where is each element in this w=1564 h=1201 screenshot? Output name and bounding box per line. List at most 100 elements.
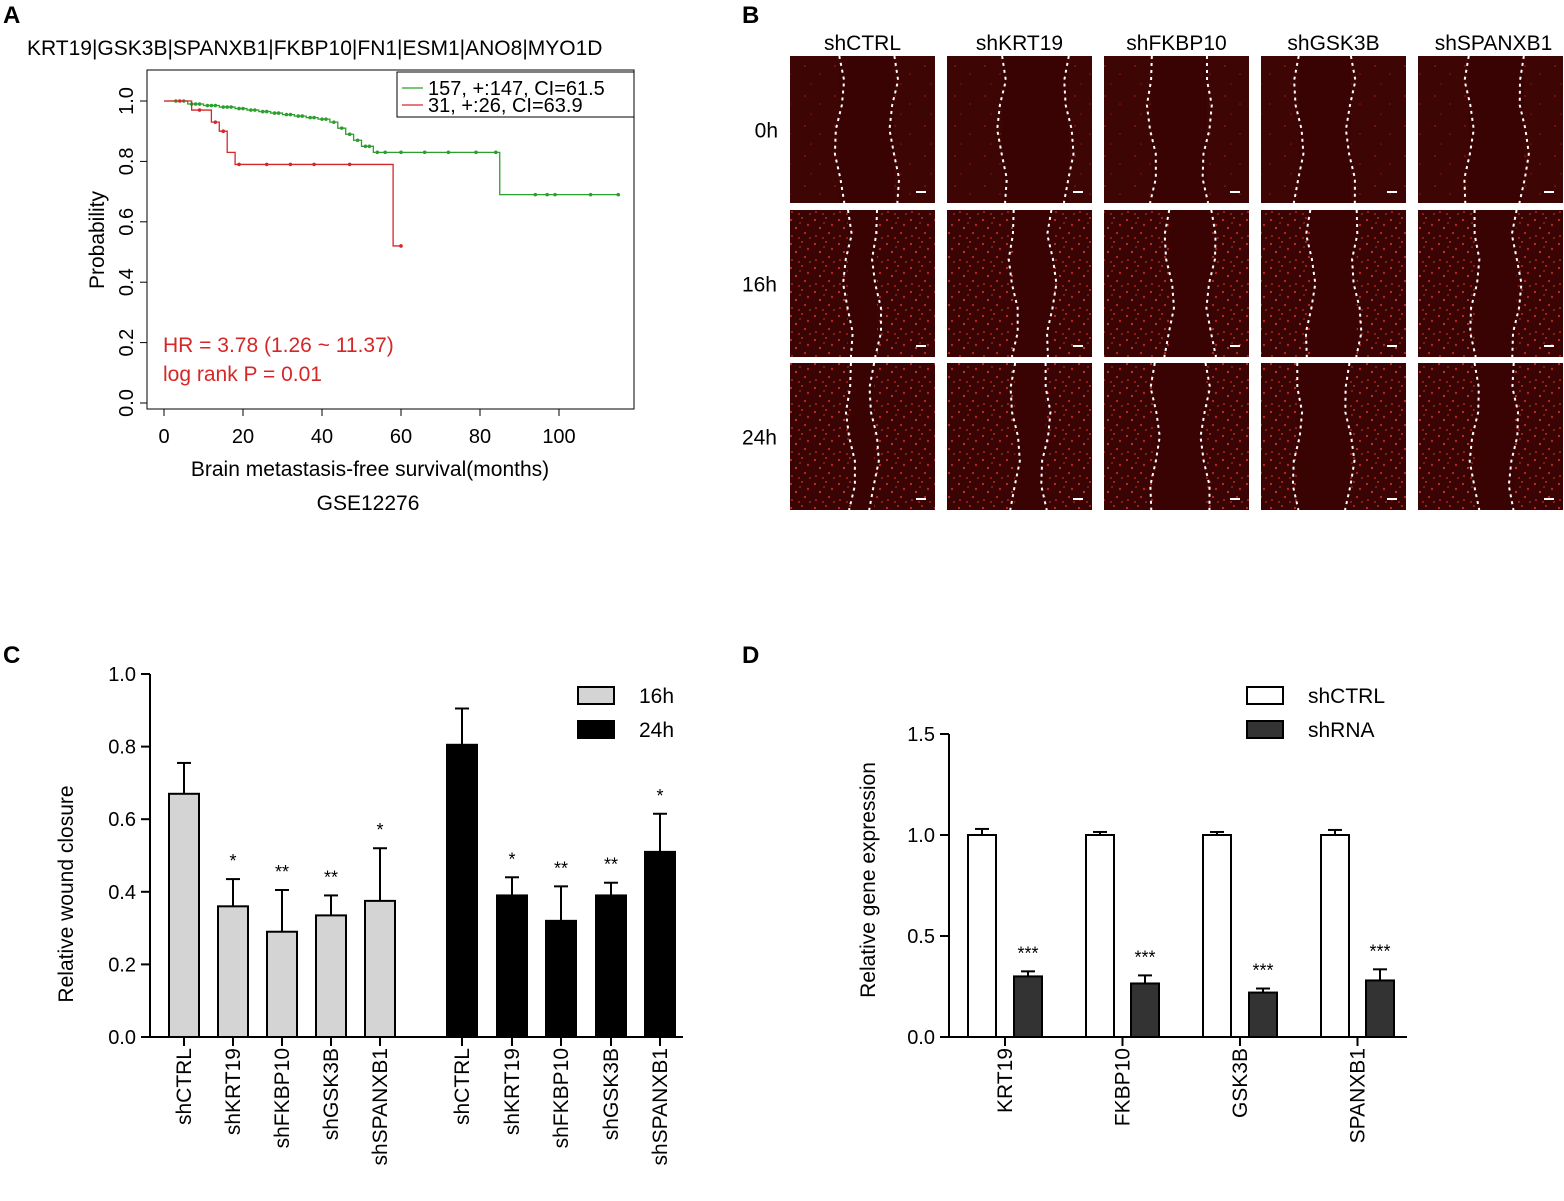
b-scale-bar [1230,345,1240,347]
legend-red-label: 31, +:26, CI=63.9 [428,95,583,117]
b-scale-bar [1073,191,1083,193]
b-scale-bar [1544,498,1554,500]
wound-image-tile [947,209,1092,358]
km-censor-mark [367,144,372,149]
b-scale-bar [1544,345,1554,347]
km-censor-mark [320,117,324,121]
b-column-label: shGSK3B [1287,32,1379,55]
significance-mark: * [376,820,383,840]
bar [1365,979,1395,1039]
b-column-label: shFKBP10 [1126,32,1226,55]
y-axis-label: Relative gene expression [857,762,880,998]
b-wound-gap [850,363,875,510]
km-censor-mark [253,108,257,112]
xtick-label: shCTRL [451,1048,474,1125]
legend-swatch [577,720,615,739]
chart-a-ylabel: Probability [86,190,109,289]
significance-mark: * [229,851,236,871]
xtick-label: shFKBP10 [550,1048,573,1148]
km-censor-mark [213,103,218,108]
bar [496,894,528,1038]
km-censor-mark [221,129,226,133]
b-scale-bar [1073,345,1083,347]
wound-image-tile [947,362,1092,511]
bar [1320,834,1350,1038]
legend-green-label: 157, +:147, CI=61.5 [428,78,605,100]
b-wound-gap [1151,56,1207,203]
bar [1130,982,1160,1038]
km-censor-mark [533,192,538,197]
wound-image-tile [790,55,935,204]
b-column-label: shSPANXB1 [1435,32,1553,55]
xtick-label: shKRT19 [501,1048,524,1135]
b-scale-bar [1073,498,1083,500]
bar [967,834,997,1038]
b-wound-gap [1297,363,1350,510]
significance-mark: *** [1134,947,1155,967]
wound-image-tile [1418,55,1563,204]
km-censor-mark [545,192,549,197]
ytick-label: 1.5 [907,724,935,746]
ytick-label: 0.4 [108,882,136,904]
km-censor-mark [288,112,293,117]
a-xtick-label: 60 [390,426,412,448]
b-wound-gap [1474,210,1517,357]
a-xtick-label: 40 [311,426,333,448]
b-column-label: shKRT19 [976,32,1063,55]
km-censor-mark [272,111,277,115]
xtick-label: shKRT19 [222,1048,245,1135]
a-xtick-label: 80 [469,426,491,448]
km-censor-mark [332,120,336,124]
b-scale-bar [1544,191,1554,193]
b-wound-gap [1169,210,1212,357]
significance-mark: ** [324,867,338,887]
survival-chart: KRT19|GSK3B|SPANXB1|FKBP10|FN1|ESM1|ANO8… [27,37,635,515]
bar [545,919,577,1038]
bar [266,930,298,1039]
km-censor-mark [588,192,593,197]
xtick-label: GSK3B [1229,1048,1252,1118]
legend-swatch [577,686,615,705]
a-ytick-label: 0.0 [116,389,138,417]
legend-swatch [1246,686,1284,705]
a-xtick-label: 20 [232,426,254,448]
a-ytick-label: 0.6 [116,208,138,236]
b-wound-gap [1002,56,1069,203]
b-column-label: shCTRL [824,32,901,55]
ytick-label: 0.2 [108,954,136,976]
wound-image-tile [1104,209,1249,358]
panel-letter-d: D [742,642,760,669]
hazard-ratio-annotation: HR = 3.78 (1.26 ~ 11.37) [163,334,394,357]
wound-image-grid: shCTRL shKRT19 shFKBP10 shGSK3B shSPANXB1 0h 1… [742,32,1563,511]
km-censor-mark [225,105,229,109]
chart-a-frame [146,69,635,410]
chart-a-dataset: GSE12276 [317,492,420,515]
km-censor-mark [347,162,352,167]
panel-letter-a: A [3,2,21,29]
km-censor-mark [446,150,451,155]
wound-image-tile [1261,209,1406,358]
bar [1202,834,1232,1038]
b-scale-bar [1230,191,1240,193]
km-censor-mark [260,109,265,114]
ytick-label: 1.0 [108,664,136,686]
b-wound-gap [1298,56,1351,203]
km-censor-mark [237,162,241,167]
ytick-label: 0.5 [907,926,935,948]
km-censor-mark [296,114,301,118]
km-censor-mark [213,120,218,124]
b-row-label: 24h [742,427,777,450]
b-row-label: 0h [755,120,778,143]
km-censor-mark [553,192,557,197]
b-scale-bar [1387,345,1397,347]
a-ytick-label: 0.2 [116,329,138,357]
b-scale-bar [1387,498,1397,500]
b-row-label: 16h [742,274,777,297]
km-censor-mark [193,102,198,106]
km-censor-mark [288,162,293,167]
bar [1013,975,1043,1038]
bar [217,905,249,1038]
km-censor-mark [355,138,360,143]
km-censor-mark [383,150,388,155]
km-censor-mark [324,117,328,121]
